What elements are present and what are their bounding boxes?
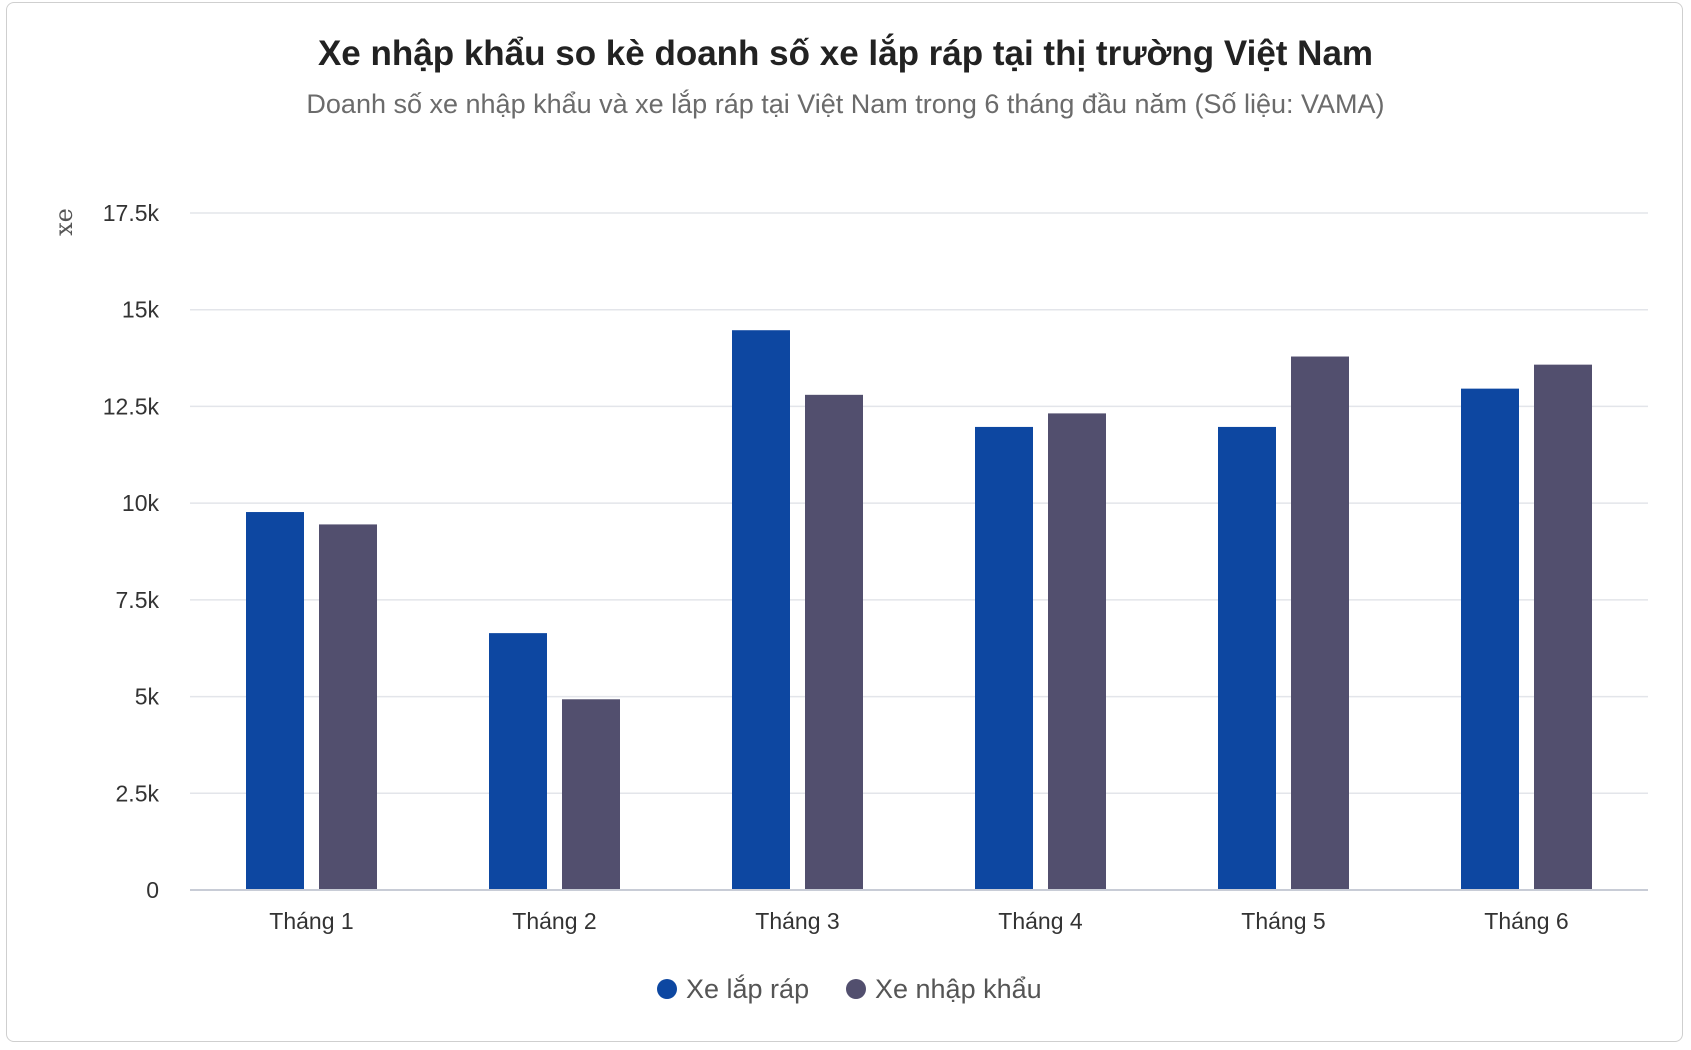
chart-subtitle: Doanh số xe nhập khẩu và xe lắp ráp tại … bbox=[306, 89, 1385, 119]
y-axis-ticks: 0 2.5k 5k 7.5k 10k 12.5k 15k 17.5k bbox=[103, 200, 160, 903]
legend-label: Xe lắp ráp bbox=[686, 973, 809, 1004]
bar-xe-lap-rap[interactable] bbox=[1218, 426, 1276, 890]
bar-xe-lap-rap[interactable] bbox=[489, 633, 547, 890]
y-tick-label: 12.5k bbox=[103, 393, 160, 419]
y-tick-label: 7.5k bbox=[116, 587, 160, 613]
legend: Xe lắp ráp Xe nhập khẩu bbox=[657, 973, 1042, 1004]
y-tick-label: 15k bbox=[122, 297, 160, 323]
chart-title: Xe nhập khẩu so kè doanh số xe lắp ráp t… bbox=[317, 34, 1374, 73]
legend-marker bbox=[657, 979, 677, 999]
y-tick-label: 2.5k bbox=[116, 780, 160, 806]
x-tick-label: Tháng 2 bbox=[512, 908, 596, 934]
y-tick-label: 17.5k bbox=[103, 200, 160, 226]
bar-xe-lap-rap[interactable] bbox=[732, 330, 790, 890]
x-axis-ticks: Tháng 1 Tháng 2 Tháng 3 Tháng 4 Tháng 5 Tháng… bbox=[269, 908, 1568, 934]
gridlines bbox=[190, 212, 1648, 795]
x-tick-label: Tháng 1 bbox=[269, 908, 353, 934]
legend-item-xe-nhap-khau[interactable]: Xe nhập khẩu bbox=[846, 974, 1042, 1004]
bars bbox=[246, 330, 1592, 890]
bar-xe-nhap-khau[interactable] bbox=[1048, 413, 1106, 890]
bar-xe-nhap-khau[interactable] bbox=[319, 524, 377, 890]
x-tick-label: Tháng 3 bbox=[755, 908, 839, 934]
legend-item-xe-lap-rap[interactable]: Xe lắp ráp bbox=[657, 973, 809, 1004]
bar-xe-nhap-khau[interactable] bbox=[805, 394, 863, 890]
bar-xe-nhap-khau[interactable] bbox=[1534, 364, 1592, 890]
bar-xe-nhap-khau[interactable] bbox=[1291, 356, 1349, 890]
y-tick-label: 10k bbox=[122, 490, 160, 516]
x-tick-label: Tháng 5 bbox=[1241, 908, 1325, 934]
bar-xe-nhap-khau[interactable] bbox=[562, 699, 620, 890]
y-axis-label: xe bbox=[50, 208, 78, 236]
y-tick-label: 0 bbox=[146, 877, 159, 903]
legend-label: Xe nhập khẩu bbox=[875, 974, 1042, 1004]
bar-xe-lap-rap[interactable] bbox=[975, 426, 1033, 890]
x-tick-label: Tháng 6 bbox=[1484, 908, 1568, 934]
bar-xe-lap-rap[interactable] bbox=[1461, 388, 1519, 890]
x-tick-label: Tháng 4 bbox=[998, 908, 1083, 934]
legend-marker bbox=[846, 979, 866, 999]
bar-xe-lap-rap[interactable] bbox=[246, 512, 304, 890]
y-tick-label: 5k bbox=[135, 684, 160, 710]
